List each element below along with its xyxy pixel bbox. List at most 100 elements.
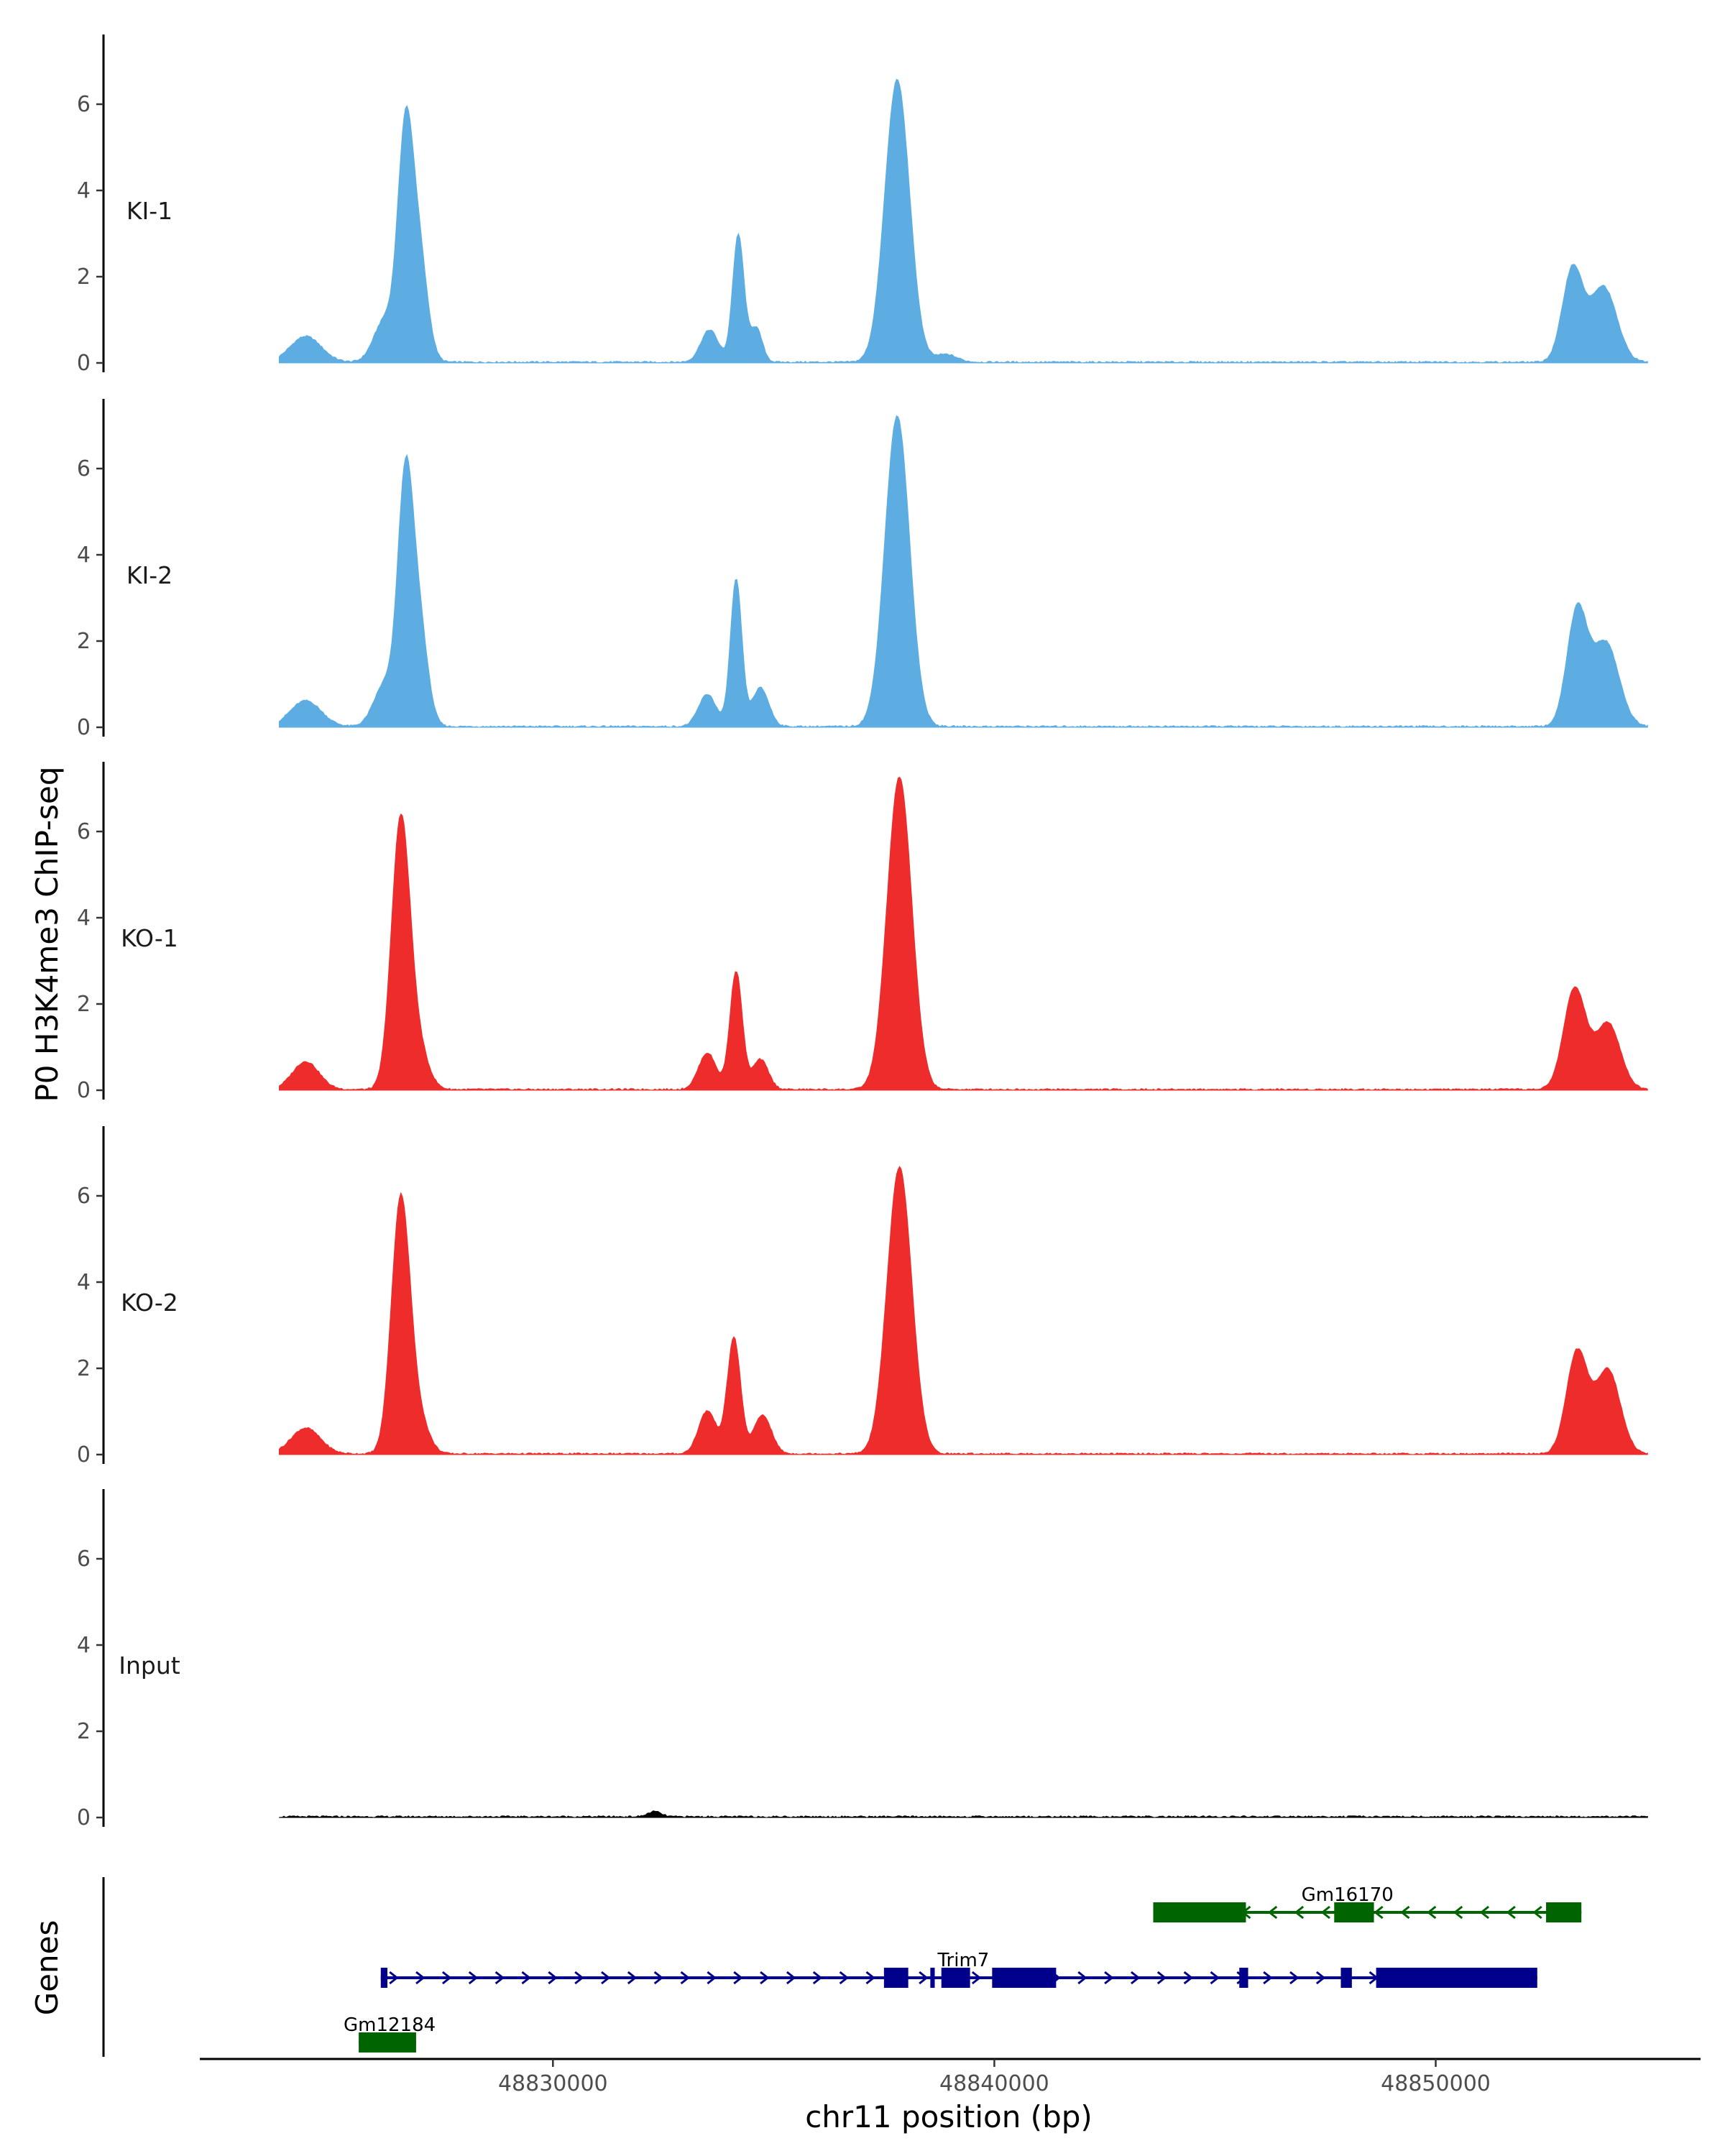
strand-arrow: [1479, 1905, 1490, 1920]
y-tick-label: 4: [77, 543, 91, 568]
strand-arrow: [1156, 1971, 1167, 1985]
y-tick-label: 4: [77, 906, 91, 931]
y-tick-label: 0: [77, 1078, 91, 1103]
y-tick-label: 4: [77, 178, 91, 203]
x-tick-label: 48840000: [939, 2071, 1049, 2096]
track-label-ki-1: KI-1: [126, 197, 172, 225]
x-axis-title: chr11 position (bp): [805, 2099, 1092, 2134]
strand-arrow: [574, 1971, 584, 1985]
track-label-ko-1: KO-1: [121, 924, 178, 952]
exon: [992, 1968, 1057, 1988]
strand-arrow: [1320, 1905, 1330, 1920]
strand-arrow: [1183, 1971, 1194, 1985]
strand-arrow: [1130, 1971, 1141, 1985]
strand-arrow: [1289, 1971, 1300, 1985]
signal-tracks: 0 2 4 6 KI-1 0 2 4 6 KI-2 0 2 4 6 KO-1 0 2 4 6 KO-2 0 2 4 6 Inpu…: [77, 34, 1648, 1830]
y-tick-label: 2: [77, 1719, 91, 1744]
x-tick-label: 48830000: [498, 2071, 608, 2096]
strand-arrow: [839, 1971, 850, 1985]
exon: [930, 1968, 935, 1988]
y-tick-label: 6: [77, 1547, 91, 1572]
strand-arrow: [1210, 1971, 1220, 1985]
strand-arrow: [786, 1971, 796, 1985]
exon: [1376, 1968, 1537, 1988]
exon: [380, 1968, 387, 1988]
strand-arrow: [1294, 1905, 1305, 1920]
exon: [883, 1968, 908, 1988]
strand-arrow: [1104, 1971, 1114, 1985]
y-tick-label: 6: [77, 819, 91, 844]
y-tick-label: 6: [77, 92, 91, 117]
track-ko-2: 0 2 4 6 KO-2: [77, 1126, 1648, 1468]
gene-label-gm16170: Gm16170: [1302, 1884, 1394, 1906]
strand-arrow: [494, 1971, 505, 1985]
exon: [1153, 1902, 1246, 1922]
strand-arrow: [441, 1971, 452, 1985]
y-tick-label: 4: [77, 1633, 91, 1658]
strand-arrow: [1532, 1905, 1542, 1920]
y-tick-label: 0: [77, 351, 91, 376]
gene-label-trim7: Trim7: [937, 1950, 990, 1971]
strand-arrow: [627, 1971, 638, 1985]
strand-arrow: [733, 1971, 743, 1985]
genes-axis-title: Genes: [29, 1920, 65, 2016]
gene-gm16170: Gm16170: [1153, 1884, 1582, 1922]
strand-arrow: [1263, 1971, 1273, 1985]
track-label-ki-2: KI-2: [126, 561, 172, 589]
strand-arrow: [415, 1971, 426, 1985]
strand-arrow: [653, 1971, 664, 1985]
strand-arrow: [521, 1971, 531, 1985]
strand-arrow: [919, 1971, 929, 1985]
y-tick-label: 6: [77, 1184, 91, 1209]
y-tick-label: 0: [77, 1805, 91, 1830]
exon: [941, 1968, 970, 1988]
signal-area-ko-2: [279, 1166, 1648, 1455]
strand-arrow: [1077, 1971, 1087, 1985]
signal-area-ki-2: [279, 415, 1648, 728]
gene-label-gm12184: Gm12184: [344, 2014, 436, 2036]
strand-arrow: [1267, 1905, 1278, 1920]
signal-area-ki-1: [279, 78, 1648, 364]
y-tick-label: 2: [77, 629, 91, 654]
signal-area-input: [279, 1810, 1648, 1818]
strand-arrow: [812, 1971, 823, 1985]
x-tick-label: 48850000: [1381, 2071, 1491, 2096]
strand-arrow: [760, 1971, 770, 1985]
strand-arrow: [865, 1971, 875, 1985]
exon: [1334, 1902, 1374, 1922]
x-axis: 48830000 48840000 48850000: [200, 2058, 1701, 2096]
strand-arrow: [680, 1971, 690, 1985]
gene-gm12184: Gm12184: [344, 2014, 436, 2053]
y-tick-label: 2: [77, 264, 91, 290]
exon: [359, 2032, 416, 2053]
signal-area-ko-1: [279, 776, 1648, 1091]
exon: [1546, 1902, 1582, 1922]
strand-arrow: [1453, 1905, 1463, 1920]
gene-track: Gm16170 Trim7 Gm12184: [102, 1877, 1582, 2057]
y-tick-label: 0: [77, 1442, 91, 1468]
strand-arrow: [1426, 1905, 1437, 1920]
strand-arrow: [601, 1971, 611, 1985]
track-ki-1: 0 2 4 6 KI-1: [77, 34, 1648, 376]
track-ko-1: 0 2 4 6 KO-1: [77, 762, 1648, 1103]
strand-arrow: [548, 1971, 558, 1985]
track-label-input: Input: [119, 1651, 180, 1680]
strand-arrow: [1400, 1905, 1410, 1920]
y-axis-title: P0 H3K4me3 ChIP-seq: [29, 766, 65, 1102]
strand-arrow: [1506, 1905, 1516, 1920]
strand-arrow: [389, 1971, 399, 1985]
track-label-ko-2: KO-2: [121, 1289, 178, 1317]
track-ki-2: 0 2 4 6 KI-2: [77, 399, 1648, 740]
y-tick-label: 4: [77, 1270, 91, 1295]
y-tick-label: 2: [77, 992, 91, 1017]
y-tick-label: 0: [77, 715, 91, 740]
strand-arrow: [1374, 1905, 1384, 1920]
y-tick-label: 6: [77, 456, 91, 482]
strand-arrow: [971, 1971, 982, 1985]
strand-arrow: [707, 1971, 717, 1985]
exon: [1239, 1968, 1248, 1988]
y-tick-label: 2: [77, 1356, 91, 1381]
exon: [1340, 1968, 1352, 1988]
track-input: 0 2 4 6 Input: [77, 1489, 1648, 1830]
